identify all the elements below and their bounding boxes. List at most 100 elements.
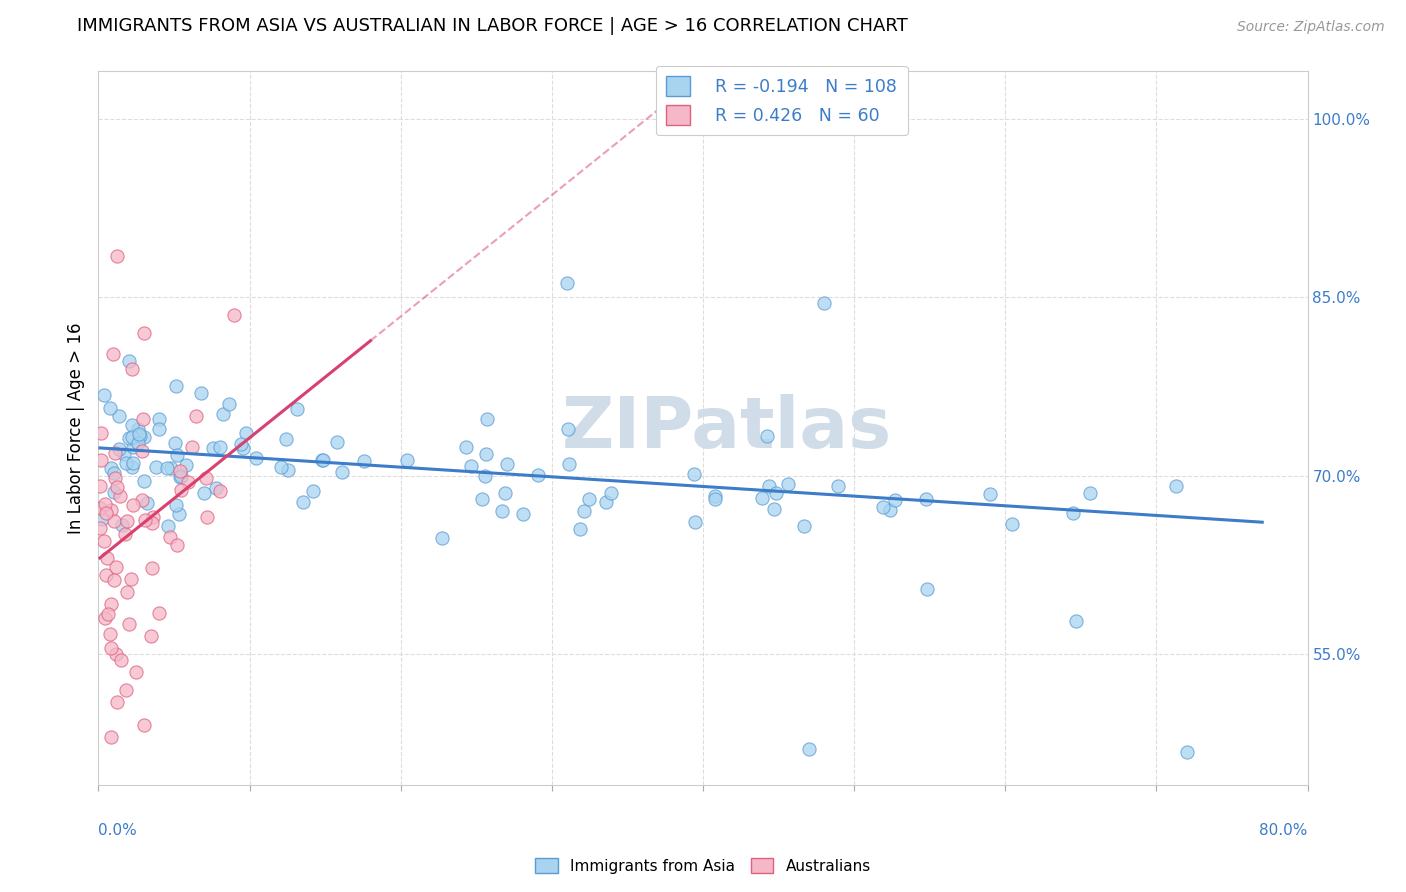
Point xyxy=(128,429,150,443)
Point xyxy=(194,471,217,485)
Point xyxy=(108,489,131,503)
Point xyxy=(326,435,349,450)
Point xyxy=(793,518,815,533)
Point xyxy=(169,469,191,483)
Point xyxy=(103,466,125,480)
Point xyxy=(208,484,231,499)
Point xyxy=(112,447,135,461)
Point xyxy=(169,465,191,479)
Point xyxy=(98,401,121,416)
Point xyxy=(100,641,122,656)
Point xyxy=(235,425,257,440)
Point xyxy=(277,463,299,477)
Point xyxy=(353,454,375,468)
Point xyxy=(245,450,267,465)
Point xyxy=(114,682,136,697)
Point xyxy=(100,731,122,745)
Point xyxy=(96,551,118,566)
Point xyxy=(94,611,117,625)
Point xyxy=(474,469,496,483)
Point xyxy=(432,531,454,545)
Point xyxy=(797,742,820,756)
Point xyxy=(94,567,117,582)
Point xyxy=(121,430,143,444)
Text: ZIPatlas: ZIPatlas xyxy=(562,393,893,463)
Point xyxy=(169,507,191,521)
Point xyxy=(132,412,155,426)
Point xyxy=(274,432,297,446)
Point xyxy=(103,573,125,587)
Point xyxy=(1078,485,1101,500)
Point xyxy=(569,522,592,536)
Point xyxy=(460,459,482,474)
Point xyxy=(121,498,143,512)
Point xyxy=(827,478,849,492)
Point xyxy=(134,474,156,488)
Point xyxy=(127,435,149,450)
Point xyxy=(121,457,143,471)
Point xyxy=(557,422,579,436)
Point xyxy=(141,516,163,531)
Point xyxy=(884,493,907,508)
Point xyxy=(121,417,143,432)
Point xyxy=(165,379,187,393)
Point xyxy=(89,479,111,493)
Point xyxy=(105,695,128,709)
Point xyxy=(141,561,163,575)
Point xyxy=(141,629,163,643)
Point xyxy=(979,487,1001,501)
Point xyxy=(115,585,138,599)
Point xyxy=(94,498,117,512)
Point xyxy=(105,559,128,574)
Point xyxy=(155,461,177,475)
Point xyxy=(148,421,170,435)
Point xyxy=(105,480,128,494)
Point xyxy=(159,530,181,544)
Point xyxy=(145,459,167,474)
Point xyxy=(91,511,114,525)
Point xyxy=(94,507,117,521)
Point xyxy=(90,425,112,440)
Point xyxy=(104,446,127,460)
Text: Source: ZipAtlas.com: Source: ZipAtlas.com xyxy=(1237,21,1385,34)
Legend:   R = -0.194   N = 108,   R = 0.426   N = 60: R = -0.194 N = 108, R = 0.426 N = 60 xyxy=(655,66,907,136)
Point xyxy=(197,509,219,524)
Point xyxy=(114,527,136,541)
Point xyxy=(101,347,124,361)
Point xyxy=(527,468,550,483)
Point xyxy=(107,409,129,424)
Point xyxy=(475,412,498,426)
Point xyxy=(177,475,200,489)
Point xyxy=(291,495,314,509)
Point xyxy=(1064,614,1087,628)
Point xyxy=(89,521,111,535)
Point xyxy=(115,514,138,528)
Y-axis label: In Labor Force | Age > 16: In Labor Force | Age > 16 xyxy=(66,322,84,534)
Point xyxy=(148,606,170,620)
Point xyxy=(765,486,787,500)
Point xyxy=(270,460,292,475)
Point xyxy=(762,501,785,516)
Point xyxy=(572,504,595,518)
Point xyxy=(232,441,254,455)
Point xyxy=(311,452,333,467)
Point xyxy=(302,483,325,498)
Text: 0.0%: 0.0% xyxy=(98,823,138,838)
Point xyxy=(111,518,134,533)
Point xyxy=(312,452,335,467)
Point xyxy=(555,276,578,290)
Point xyxy=(231,436,253,450)
Point xyxy=(103,484,125,499)
Point xyxy=(872,500,894,515)
Point xyxy=(396,453,419,467)
Point xyxy=(142,510,165,524)
Point xyxy=(104,470,127,484)
Point xyxy=(125,665,148,679)
Point xyxy=(89,500,111,515)
Point xyxy=(180,440,202,454)
Point xyxy=(132,326,155,340)
Point xyxy=(917,582,939,596)
Point xyxy=(755,429,778,443)
Point xyxy=(121,361,143,376)
Point xyxy=(100,461,122,475)
